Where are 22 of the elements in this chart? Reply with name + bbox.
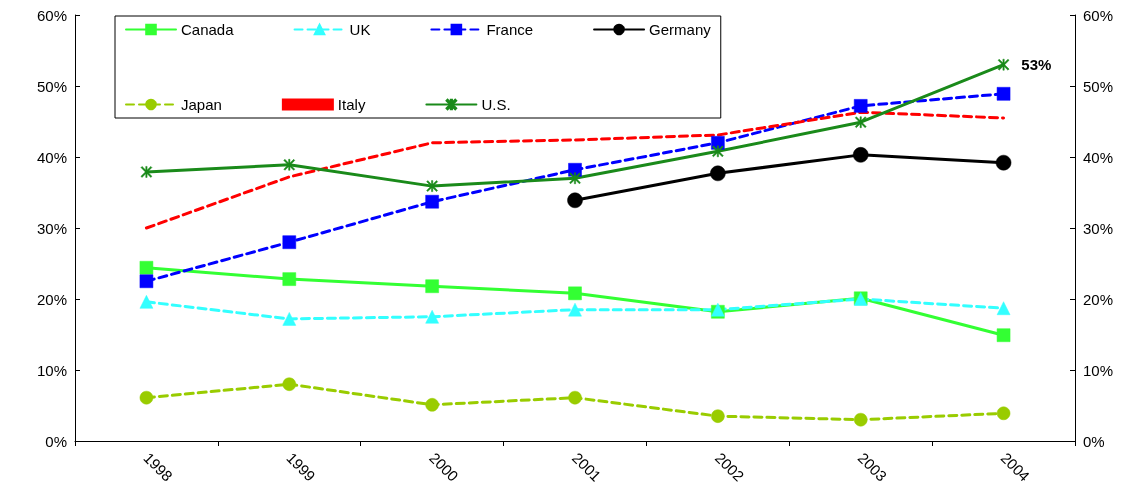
y2-tick-label: 10% bbox=[1083, 361, 1114, 379]
y-tick-label: 60% bbox=[36, 6, 67, 24]
y-tick-label: 30% bbox=[36, 219, 67, 237]
legend-label: Germany bbox=[649, 21, 712, 38]
data-label: 53% bbox=[1021, 56, 1052, 74]
legend-label: Canada bbox=[181, 21, 235, 38]
y-tick-label: 0% bbox=[45, 432, 67, 450]
y-tick-label: 40% bbox=[36, 148, 67, 166]
y2-tick-label: 60% bbox=[1083, 6, 1114, 24]
legend-label: U.S. bbox=[481, 96, 511, 113]
y2-tick-label: 40% bbox=[1083, 148, 1114, 166]
y-tick-label: 10% bbox=[36, 361, 67, 379]
legend-label: Japan bbox=[181, 96, 222, 113]
y2-tick-label: 30% bbox=[1083, 219, 1114, 237]
y2-tick-label: 20% bbox=[1083, 290, 1114, 308]
legend-label: France bbox=[486, 21, 534, 38]
legend-label: UK bbox=[349, 21, 371, 38]
y2-tick-label: 50% bbox=[1083, 77, 1114, 95]
y-tick-label: 50% bbox=[36, 77, 67, 95]
y-tick-label: 20% bbox=[36, 290, 67, 308]
y2-tick-label: 0% bbox=[1083, 432, 1105, 450]
legend-label: Italy bbox=[337, 96, 366, 113]
